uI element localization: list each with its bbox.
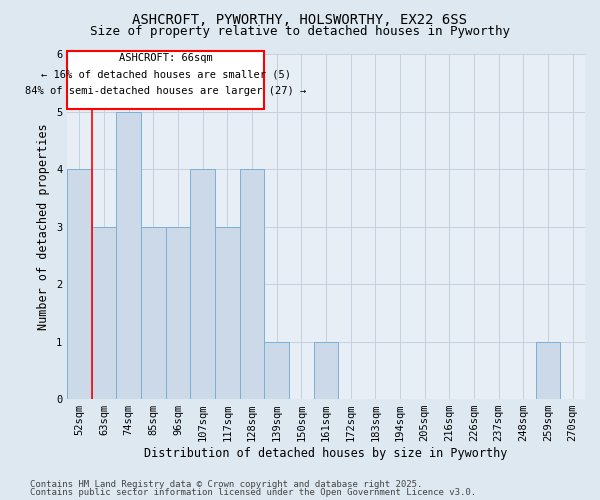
X-axis label: Distribution of detached houses by size in Pyworthy: Distribution of detached houses by size … bbox=[145, 447, 508, 460]
Bar bbox=[265, 342, 289, 399]
FancyBboxPatch shape bbox=[67, 51, 265, 108]
Text: ASHCROFT: 66sqm: ASHCROFT: 66sqm bbox=[119, 54, 212, 64]
Bar bbox=[166, 226, 190, 399]
Text: Contains public sector information licensed under the Open Government Licence v3: Contains public sector information licen… bbox=[30, 488, 476, 497]
Text: Contains HM Land Registry data © Crown copyright and database right 2025.: Contains HM Land Registry data © Crown c… bbox=[30, 480, 422, 489]
Bar bbox=[92, 226, 116, 399]
Bar bbox=[116, 112, 141, 399]
Bar bbox=[67, 169, 92, 399]
Bar bbox=[536, 342, 560, 399]
Bar bbox=[215, 226, 240, 399]
Text: ← 16% of detached houses are smaller (5): ← 16% of detached houses are smaller (5) bbox=[41, 70, 291, 80]
Text: 84% of semi-detached houses are larger (27) →: 84% of semi-detached houses are larger (… bbox=[25, 86, 307, 96]
Bar bbox=[190, 169, 215, 399]
Bar bbox=[141, 226, 166, 399]
Bar bbox=[314, 342, 338, 399]
Text: ASHCROFT, PYWORTHY, HOLSWORTHY, EX22 6SS: ASHCROFT, PYWORTHY, HOLSWORTHY, EX22 6SS bbox=[133, 12, 467, 26]
Bar bbox=[240, 169, 265, 399]
Y-axis label: Number of detached properties: Number of detached properties bbox=[37, 123, 50, 330]
Text: Size of property relative to detached houses in Pyworthy: Size of property relative to detached ho… bbox=[90, 25, 510, 38]
